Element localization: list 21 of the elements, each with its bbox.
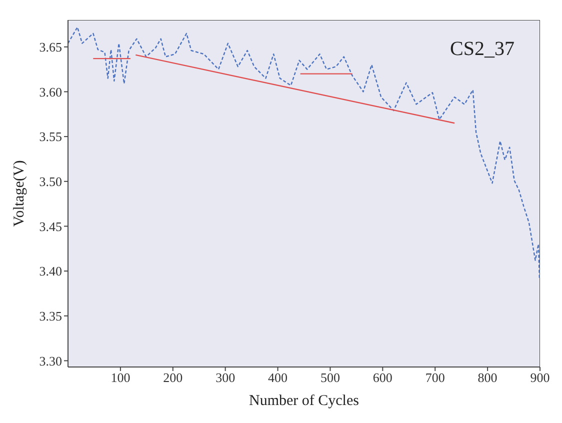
y-tick-label: 3.60 bbox=[39, 84, 62, 100]
y-tick-label: 3.45 bbox=[39, 218, 62, 234]
x-tick-label: 900 bbox=[530, 370, 550, 386]
x-tick-label: 100 bbox=[110, 370, 130, 386]
y-tick-label: 3.40 bbox=[39, 264, 62, 279]
y-tick-label: 3.55 bbox=[39, 129, 62, 144]
x-tick-label: 400 bbox=[268, 370, 288, 386]
x-tick-label: 200 bbox=[163, 370, 183, 386]
y-axis-title: Voltage(V) bbox=[11, 160, 28, 227]
x-tick-label: 300 bbox=[216, 370, 236, 386]
y-tick-label: 3.50 bbox=[39, 174, 62, 190]
x-tick-label: 500 bbox=[320, 370, 340, 386]
y-tick-label: 3.30 bbox=[39, 353, 62, 368]
x-tick-label: 700 bbox=[425, 370, 445, 386]
annotation: CS2_37 bbox=[450, 38, 514, 61]
y-tick-label: 3.35 bbox=[39, 308, 62, 324]
x-tick-label: 600 bbox=[372, 370, 392, 386]
line-series bbox=[68, 26, 540, 279]
y-tick-label: 3.65 bbox=[39, 40, 62, 55]
x-tick-label: 800 bbox=[478, 370, 498, 386]
x-axis-title: Number of Cycles bbox=[249, 393, 360, 409]
